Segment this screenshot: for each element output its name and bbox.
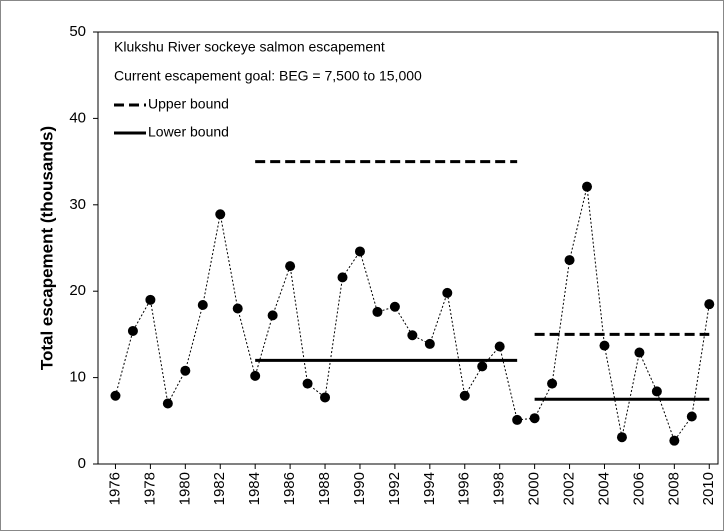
x-tick-label: 1994 [421,472,438,505]
data-point [180,365,191,376]
y-tick-label: 20 [69,282,86,299]
data-point [477,361,488,372]
data-point [320,392,331,403]
x-tick-label: 1990 [351,472,368,505]
data-point [197,300,208,311]
data-point [459,390,470,401]
legend-label: Lower bound [148,124,229,140]
data-point [267,310,278,321]
x-tick-label: 2006 [630,472,647,505]
y-tick-label: 40 [69,109,86,126]
annotation: Klukshu River sockeye salmon escapement [114,39,385,55]
x-tick-label: 1996 [456,472,473,505]
x-tick-label: 1986 [281,472,298,505]
data-point [250,370,261,381]
data-point [442,287,453,298]
x-tick-label: 2008 [665,472,682,505]
data-point [512,414,523,425]
data-point [127,325,138,336]
data-point [162,398,173,409]
annotation: Current escapement goal: BEG = 7,500 to … [114,68,422,84]
data-point [354,246,365,257]
x-tick-label: 1984 [246,472,263,505]
x-tick-label: 1992 [386,472,403,505]
data-point [616,432,627,443]
data-point [686,411,697,422]
plot-frame [97,31,719,465]
data-point [564,255,575,266]
x-tick-label: 1978 [141,472,158,505]
data-point [582,181,593,192]
data-point [651,386,662,397]
data-point [337,272,348,283]
data-point [302,378,313,389]
data-point [669,435,680,446]
legend-label: Upper bound [148,96,229,112]
data-point [145,294,156,305]
x-tick-label: 2000 [526,472,543,505]
data-point [232,303,243,314]
x-tick-label: 1976 [106,472,123,505]
data-point [372,306,383,317]
x-tick-label: 1982 [211,472,228,505]
data-point [704,299,715,310]
x-tick-label: 1988 [316,472,333,505]
y-tick-label: 50 [69,23,86,40]
x-tick-label: 1980 [176,472,193,505]
data-point [494,341,505,352]
data-point [529,413,540,424]
data-point [110,390,121,401]
data-point [215,209,226,220]
y-tick-label: 10 [69,369,86,386]
y-tick-label: 30 [69,196,86,213]
data-point [407,330,418,341]
y-axis-label: Total escapement (thousands) [37,126,56,370]
x-tick-label: 2004 [595,472,612,505]
data-point [424,338,435,349]
x-tick-label: 2010 [700,472,717,505]
data-point [389,301,400,312]
y-tick-label: 0 [78,455,86,472]
data-point [599,340,610,351]
data-point [634,347,645,358]
data-point [285,261,296,272]
data-point [547,378,558,389]
x-tick-label: 1998 [491,472,508,505]
x-tick-label: 2002 [561,472,578,505]
